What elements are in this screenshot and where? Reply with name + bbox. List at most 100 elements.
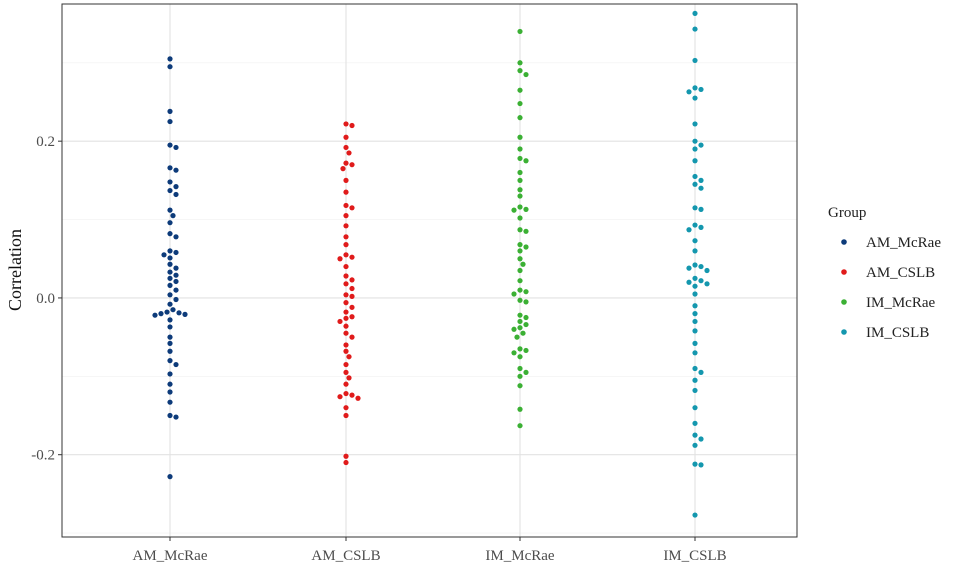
data-point — [167, 118, 173, 125]
data-point — [514, 334, 520, 340]
data-point — [343, 121, 349, 127]
data-point — [167, 399, 173, 405]
data-point — [167, 474, 173, 480]
data-point — [523, 289, 529, 295]
data-point — [517, 215, 523, 221]
data-point — [167, 348, 173, 354]
data-point — [349, 304, 355, 310]
data-point — [346, 375, 352, 381]
data-point — [152, 312, 158, 318]
data-point — [698, 86, 704, 93]
data-point — [520, 261, 526, 267]
y-axis-title: Correlation — [5, 229, 25, 311]
legend-label: AM_McRae — [866, 235, 941, 251]
data-point — [517, 146, 523, 152]
data-point — [343, 189, 349, 195]
data-point — [167, 282, 173, 288]
data-point — [343, 390, 349, 397]
data-point — [686, 265, 692, 271]
y-axis: -0.2 0.0 0.2 — [31, 134, 62, 464]
data-point — [692, 222, 698, 228]
data-point — [692, 238, 698, 244]
data-point — [343, 459, 349, 466]
data-point — [692, 26, 698, 32]
data-point — [517, 204, 523, 210]
data-point — [173, 234, 179, 240]
data-point — [161, 252, 167, 258]
data-point — [523, 71, 529, 78]
x-axis: AM_McRae AM_CSLB IM_McRae IM_CSLB — [133, 537, 727, 564]
data-point — [523, 158, 529, 164]
data-point — [517, 28, 523, 35]
data-point — [337, 394, 343, 400]
data-point — [167, 389, 173, 395]
y-tick-label: 0.2 — [36, 134, 55, 150]
data-point — [686, 89, 692, 95]
data-point — [173, 265, 179, 271]
data-point — [692, 318, 698, 325]
data-point — [170, 213, 176, 219]
data-point — [692, 85, 698, 91]
data-point — [517, 278, 523, 284]
data-point — [517, 312, 523, 318]
data-point — [511, 326, 517, 332]
data-point — [167, 142, 173, 148]
data-point — [511, 291, 517, 297]
data-point — [343, 281, 349, 287]
data-point — [343, 361, 349, 368]
data-points — [152, 10, 710, 518]
data-point — [517, 373, 523, 379]
data-point — [517, 100, 523, 107]
data-point — [343, 252, 349, 258]
data-point — [167, 207, 173, 213]
data-point — [167, 292, 173, 298]
data-point — [167, 220, 173, 226]
data-point — [692, 57, 698, 64]
data-point — [343, 242, 349, 248]
data-point — [337, 318, 343, 325]
data-point — [349, 122, 355, 129]
data-point — [698, 278, 704, 284]
x-tick-label: AM_McRae — [133, 548, 208, 564]
data-point — [170, 307, 176, 313]
data-point — [343, 453, 349, 459]
data-point — [692, 328, 698, 334]
data-point — [692, 387, 698, 394]
data-point — [698, 263, 704, 270]
data-point — [692, 461, 698, 467]
data-point — [343, 160, 349, 166]
data-point — [343, 223, 349, 229]
x-tick-label: AM_CSLB — [311, 548, 380, 564]
legend-label: IM_McRae — [866, 295, 935, 311]
data-point — [343, 144, 349, 151]
data-point — [158, 311, 164, 317]
data-point — [517, 155, 523, 162]
data-point — [692, 350, 698, 356]
data-point — [517, 346, 523, 352]
data-point — [349, 277, 355, 283]
data-point — [176, 310, 182, 316]
data-point — [173, 184, 179, 190]
data-point — [692, 377, 698, 383]
data-point — [167, 334, 173, 340]
data-point — [167, 108, 173, 114]
data-point — [692, 405, 698, 411]
data-point — [517, 242, 523, 248]
data-point — [692, 291, 698, 297]
data-point — [517, 248, 523, 254]
legend-marker — [841, 239, 847, 245]
data-point — [349, 334, 355, 340]
data-point — [173, 278, 179, 285]
data-point — [173, 144, 179, 151]
data-point — [692, 262, 698, 268]
data-point — [692, 248, 698, 254]
y-tick-label: -0.2 — [31, 448, 55, 464]
x-tick-label: IM_CSLB — [663, 548, 726, 564]
data-point — [167, 371, 173, 377]
legend-marker — [841, 299, 847, 305]
legend: Group AM_McRae AM_CSLB IM_McRae IM_CSLB — [828, 205, 941, 341]
data-point — [692, 158, 698, 164]
data-point — [164, 309, 170, 315]
data-point — [173, 414, 179, 420]
